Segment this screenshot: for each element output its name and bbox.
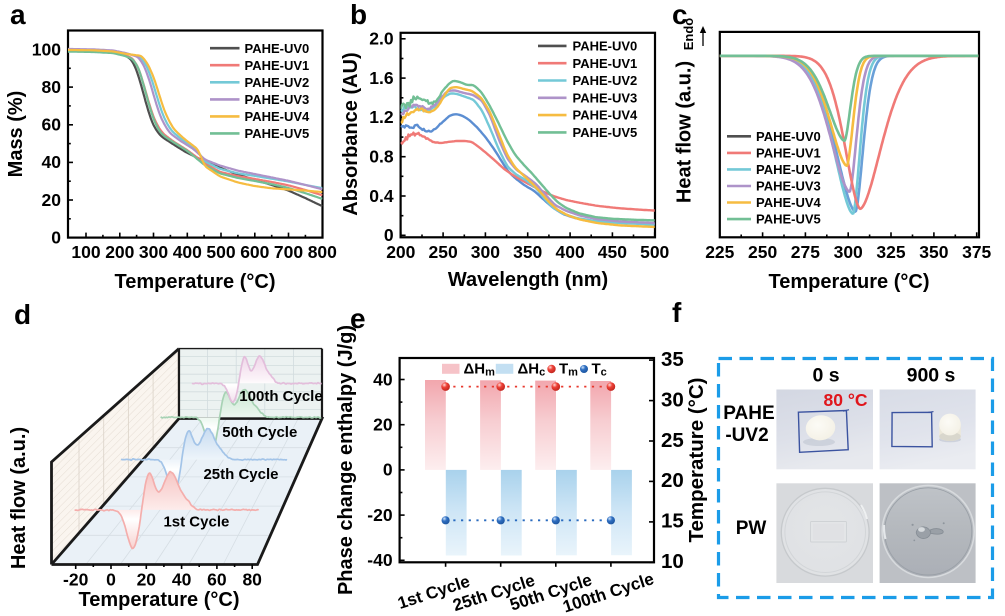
svg-text:Wavelength (nm): Wavelength (nm) — [448, 269, 608, 291]
svg-text:c: c — [672, 0, 688, 30]
svg-text:80 °C: 80 °C — [824, 390, 868, 410]
svg-text:30: 30 — [661, 388, 684, 411]
svg-text:PAHE-UV3: PAHE-UV3 — [756, 179, 821, 194]
svg-text:225: 225 — [705, 242, 734, 262]
svg-text:375: 375 — [962, 242, 991, 262]
svg-text:200: 200 — [386, 242, 415, 262]
svg-text:a: a — [10, 0, 26, 30]
svg-text:0.8: 0.8 — [369, 147, 394, 167]
svg-text:PAHE-UV4: PAHE-UV4 — [245, 109, 311, 124]
svg-text:PAHE-UV1: PAHE-UV1 — [756, 146, 821, 161]
svg-text:b: b — [350, 0, 367, 30]
svg-text:PAHE-UV2: PAHE-UV2 — [245, 75, 310, 90]
svg-text:800: 800 — [308, 242, 337, 262]
svg-text:1.2: 1.2 — [369, 107, 394, 127]
svg-text:PW: PW — [736, 518, 767, 539]
svg-text:15: 15 — [661, 510, 684, 533]
svg-text:900 s: 900 s — [907, 364, 956, 386]
svg-text:100: 100 — [71, 242, 100, 262]
svg-text:20: 20 — [373, 415, 393, 435]
svg-text:Endo: Endo — [681, 18, 696, 51]
svg-text:0 s: 0 s — [812, 364, 839, 386]
svg-text:400: 400 — [173, 242, 202, 262]
svg-text:50th Cycle: 50th Cycle — [222, 424, 297, 441]
svg-text:Mass (%): Mass (%) — [5, 91, 27, 178]
svg-text:250: 250 — [748, 242, 777, 262]
svg-text:10: 10 — [661, 550, 684, 573]
svg-text:PAHE-UV0: PAHE-UV0 — [245, 41, 310, 56]
svg-text:20: 20 — [661, 469, 684, 492]
svg-text:300: 300 — [834, 242, 863, 262]
svg-text:450: 450 — [598, 242, 627, 262]
svg-text:25th Cycle: 25th Cycle — [203, 466, 278, 483]
svg-text:100: 100 — [32, 39, 61, 59]
svg-text:PAHE-UV4: PAHE-UV4 — [756, 195, 822, 210]
svg-text:80: 80 — [42, 77, 62, 97]
svg-text:Temperature (°C): Temperature (°C) — [685, 377, 708, 542]
svg-text:0: 0 — [51, 227, 61, 247]
svg-text:PAHE-UV2: PAHE-UV2 — [756, 162, 821, 177]
svg-text:250: 250 — [428, 242, 457, 262]
svg-text:20: 20 — [137, 570, 157, 590]
svg-text:1st Cycle: 1st Cycle — [163, 513, 229, 530]
svg-text:Temperature (°C): Temperature (°C) — [769, 271, 930, 293]
svg-text:PAHE-UV1: PAHE-UV1 — [573, 56, 638, 71]
svg-text:325: 325 — [876, 242, 905, 262]
svg-text:40: 40 — [172, 570, 192, 590]
svg-text:-40: -40 — [367, 550, 393, 570]
svg-text:Heat flow (a.u.): Heat flow (a.u.) — [8, 427, 30, 569]
svg-text:PAHE: PAHE — [723, 403, 774, 424]
svg-text:20: 20 — [42, 190, 62, 210]
svg-text:1.6: 1.6 — [369, 68, 394, 88]
svg-text:100th Cycle: 100th Cycle — [239, 388, 322, 405]
svg-text:Absorbance (AU): Absorbance (AU) — [340, 52, 362, 215]
svg-text:600: 600 — [240, 242, 269, 262]
svg-text:25: 25 — [661, 429, 684, 452]
svg-text:PAHE-UV1: PAHE-UV1 — [245, 58, 310, 73]
svg-text:350: 350 — [919, 242, 948, 262]
svg-text:0: 0 — [384, 225, 394, 245]
svg-text:40: 40 — [42, 152, 62, 172]
svg-text:500: 500 — [640, 242, 669, 262]
svg-text:PAHE-UV0: PAHE-UV0 — [756, 129, 821, 144]
svg-text:PAHE-UV3: PAHE-UV3 — [245, 92, 310, 107]
svg-text:-20: -20 — [63, 570, 89, 590]
svg-text:Heat flow (a.u.): Heat flow (a.u.) — [674, 61, 696, 203]
svg-text:Temperature (°C): Temperature (°C) — [79, 589, 240, 611]
svg-text:400: 400 — [555, 242, 584, 262]
svg-text:80: 80 — [242, 570, 262, 590]
svg-text:300: 300 — [139, 242, 168, 262]
svg-text:500: 500 — [206, 242, 235, 262]
svg-text:PAHE-UV5: PAHE-UV5 — [756, 212, 821, 227]
svg-text:0: 0 — [383, 460, 393, 480]
svg-text:ΔHc: ΔHc — [518, 361, 546, 379]
svg-text:d: d — [14, 299, 31, 330]
svg-text:275: 275 — [791, 242, 820, 262]
svg-text:PAHE-UV0: PAHE-UV0 — [573, 39, 638, 54]
svg-text:300: 300 — [471, 242, 500, 262]
svg-text:350: 350 — [513, 242, 542, 262]
svg-text:f: f — [672, 297, 682, 328]
svg-text:Phase change enthalpy (J/g): Phase change enthalpy (J/g) — [335, 325, 357, 595]
svg-text:700: 700 — [274, 242, 303, 262]
svg-text:PAHE-UV5: PAHE-UV5 — [245, 126, 310, 141]
svg-text:-20: -20 — [367, 505, 393, 525]
svg-text:0.4: 0.4 — [369, 186, 394, 206]
svg-text:200: 200 — [105, 242, 134, 262]
svg-text:35: 35 — [661, 348, 684, 371]
svg-text:PAHE-UV2: PAHE-UV2 — [573, 73, 638, 88]
svg-text:60: 60 — [207, 570, 227, 590]
svg-text:PAHE-UV5: PAHE-UV5 — [573, 125, 638, 140]
svg-text:-UV2: -UV2 — [725, 425, 768, 446]
svg-text:0: 0 — [106, 570, 116, 590]
svg-text:Temperature (°C): Temperature (°C) — [115, 271, 276, 293]
svg-text:e: e — [350, 303, 366, 334]
svg-text:2.0: 2.0 — [369, 29, 394, 49]
svg-text:40: 40 — [373, 369, 393, 389]
svg-text:PAHE-UV4: PAHE-UV4 — [573, 108, 639, 123]
svg-text:60: 60 — [42, 115, 62, 135]
svg-text:PAHE-UV3: PAHE-UV3 — [573, 90, 638, 105]
